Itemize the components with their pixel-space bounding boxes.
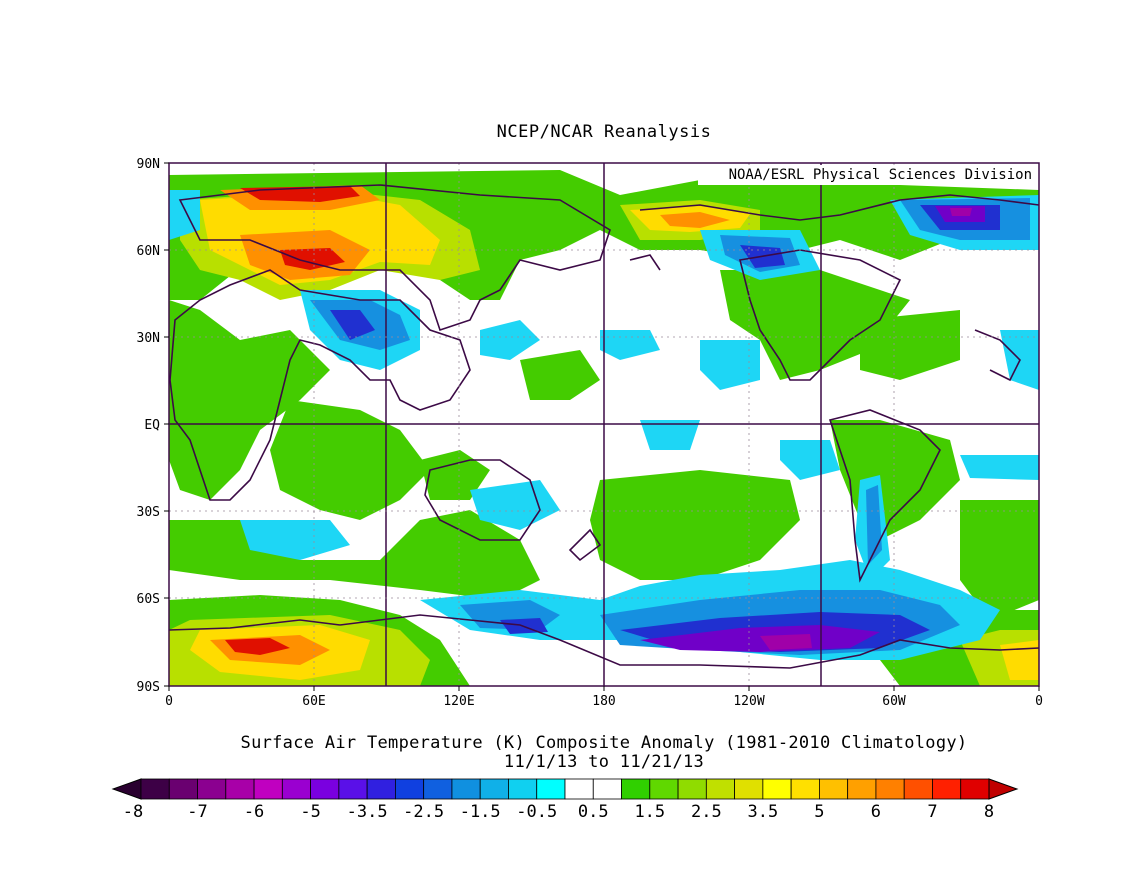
colorbar-swatch xyxy=(621,778,651,800)
lat-tick-label: 30N xyxy=(137,331,160,346)
colorbar-swatch xyxy=(734,778,764,800)
colorbar-label: -0.5 xyxy=(516,802,558,822)
colorbar xyxy=(111,778,1019,800)
colorbar-label: 0.5 xyxy=(577,802,609,822)
colorbar-swatch xyxy=(451,778,481,800)
colorbar-swatch xyxy=(310,778,340,800)
colorbar-swatch xyxy=(536,778,566,800)
lat-tick-label: EQ xyxy=(144,418,160,433)
colorbar-swatch xyxy=(168,778,198,800)
lon-tick-label: 0 xyxy=(165,694,173,709)
colorbar-label: 7 xyxy=(927,802,938,822)
colorbar-swatch xyxy=(705,778,735,800)
lat-tick-label: 60N xyxy=(137,244,160,259)
tick-marks xyxy=(164,162,1040,691)
colorbar-swatch xyxy=(423,778,453,800)
credit-label: NOAA/ESRL Physical Sciences Division xyxy=(698,165,1036,185)
lon-tick-label: 120W xyxy=(733,694,764,709)
colorbar-label: 8 xyxy=(983,802,995,822)
colorbar-label: -7 xyxy=(187,802,208,822)
colorbar-swatch xyxy=(790,778,820,800)
colorbar-swatch xyxy=(225,778,255,800)
colorbar-swatch xyxy=(819,778,849,800)
colorbar-label: -5 xyxy=(300,802,321,822)
colorbar-swatch xyxy=(677,778,707,800)
dotted-grid xyxy=(169,163,1039,686)
map-title: NCEP/NCAR Reanalysis xyxy=(496,122,712,142)
lon-tick-label: 180 xyxy=(592,694,615,709)
lon-tick-label: 60E xyxy=(302,694,325,709)
colorbar-swatch xyxy=(253,778,283,800)
lon-tick-label: 120E xyxy=(443,694,474,709)
colorbar-swatch xyxy=(366,778,396,800)
colorbar-swatch xyxy=(479,778,509,800)
colorbar-over-arrow xyxy=(988,778,1019,800)
colorbar-swatch xyxy=(197,778,227,800)
lat-tick-label: 90N xyxy=(137,157,160,172)
colorbar-swatch xyxy=(508,778,538,800)
colorbar-swatch xyxy=(875,778,905,800)
colorbar-label: 1.5 xyxy=(634,802,666,822)
lat-tick-label: 90S xyxy=(137,680,160,695)
colorbar-label: -6 xyxy=(243,802,265,822)
lon-tick-label: 60W xyxy=(882,694,906,709)
lon-tick-label: 0 xyxy=(1035,694,1043,709)
colorbar-label: 3.5 xyxy=(747,802,779,822)
coldest-regions xyxy=(760,208,972,650)
colorbar-label: -8 xyxy=(122,802,144,822)
colorbar-label: 5 xyxy=(814,802,825,822)
caption-line-1: Surface Air Temperature (K) Composite An… xyxy=(240,733,968,753)
lat-tick-label: 60S xyxy=(137,592,160,607)
anomaly-field xyxy=(169,163,1039,686)
colorbar-swatch xyxy=(762,778,792,800)
colorbar-swatch xyxy=(338,778,368,800)
coastlines xyxy=(169,184,1039,669)
colorbar-swatch xyxy=(140,778,170,800)
colorbar-swatch xyxy=(932,778,962,800)
lat-tick-label: 30S xyxy=(137,505,160,520)
colorbar-swatch xyxy=(564,778,594,800)
colorbar-swatch xyxy=(592,778,622,800)
colorbar-swatch xyxy=(394,778,425,800)
colorbar-labels: -8 -7 -6 -5 -3.5 -2.5 -1.5 -0.5 0.5 1.5 2.5 3.5 5 6 7 8 xyxy=(0,802,1130,824)
caption-line-2: 11/1/13 to 11/21/13 xyxy=(503,752,705,772)
colorbar-swatch xyxy=(960,778,990,800)
colorbar-label: -1.5 xyxy=(459,802,501,822)
colorbar-label: -2.5 xyxy=(403,802,445,822)
colorbar-swatch xyxy=(847,778,877,800)
colorbar-swatch xyxy=(281,778,312,800)
colorbar-under-arrow xyxy=(111,778,142,800)
colorbar-label: -3.5 xyxy=(346,802,388,822)
colorbar-swatch xyxy=(649,778,679,800)
colorbar-label: 2.5 xyxy=(690,802,722,822)
colorbar-swatch xyxy=(903,778,933,800)
colorbar-label: 6 xyxy=(870,802,882,822)
